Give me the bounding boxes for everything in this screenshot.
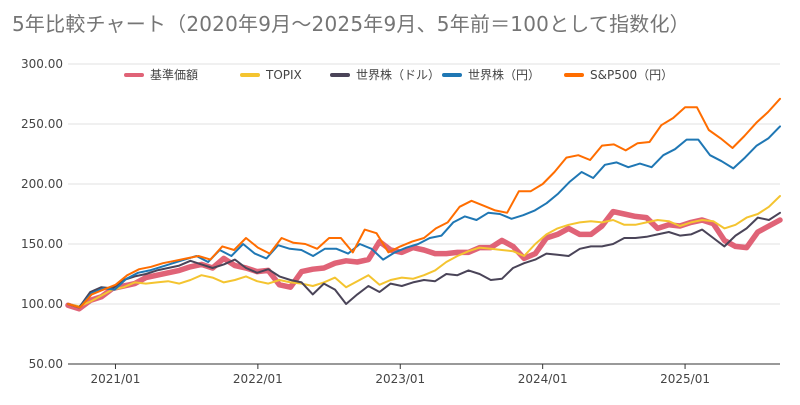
- x-tick-label: 2024/01: [518, 372, 568, 386]
- y-tick-label: 100.00: [21, 297, 63, 311]
- x-tick-label: 2023/01: [375, 372, 425, 386]
- chart-grid: [68, 63, 780, 365]
- legend-label-2: 世界株（ドル）: [356, 67, 440, 82]
- legend-label-1: TOPIX: [265, 68, 302, 82]
- y-axis-tick-labels: 300.00 250.00 200.00 150.00 100.00 50.00: [21, 57, 63, 371]
- y-tick-label: 300.00: [21, 57, 63, 71]
- legend-label-3: 世界株（円）: [468, 67, 540, 82]
- series-line-2: [67, 211, 781, 309]
- x-axis: 2021/01 2022/01 2023/01 2024/01 2025/01: [91, 364, 710, 386]
- series-line-0: [65, 208, 783, 312]
- y-tick-label: 150.00: [21, 237, 63, 251]
- series-line-1: [67, 195, 781, 308]
- chart-title: 5年比較チャート（2020年9月〜2025年9月、5年前＝100として指数化）: [12, 12, 690, 36]
- x-tick-label: 2025/01: [660, 372, 710, 386]
- series-lines: [65, 97, 783, 312]
- series-line-4: [67, 97, 781, 309]
- y-tick-label: 50.00: [29, 357, 63, 371]
- legend-label-0: 基準価額: [150, 67, 198, 82]
- x-tick-label: 2022/01: [233, 372, 283, 386]
- x-tick-label: 2021/01: [91, 372, 141, 386]
- legend-label-4: S&P500（円）: [590, 68, 673, 82]
- y-tick-label: 250.00: [21, 117, 63, 131]
- legend: 基準価額 TOPIX 世界株（ドル） 世界株（円） S&P500（円）: [124, 67, 673, 82]
- y-tick-label: 200.00: [21, 177, 63, 191]
